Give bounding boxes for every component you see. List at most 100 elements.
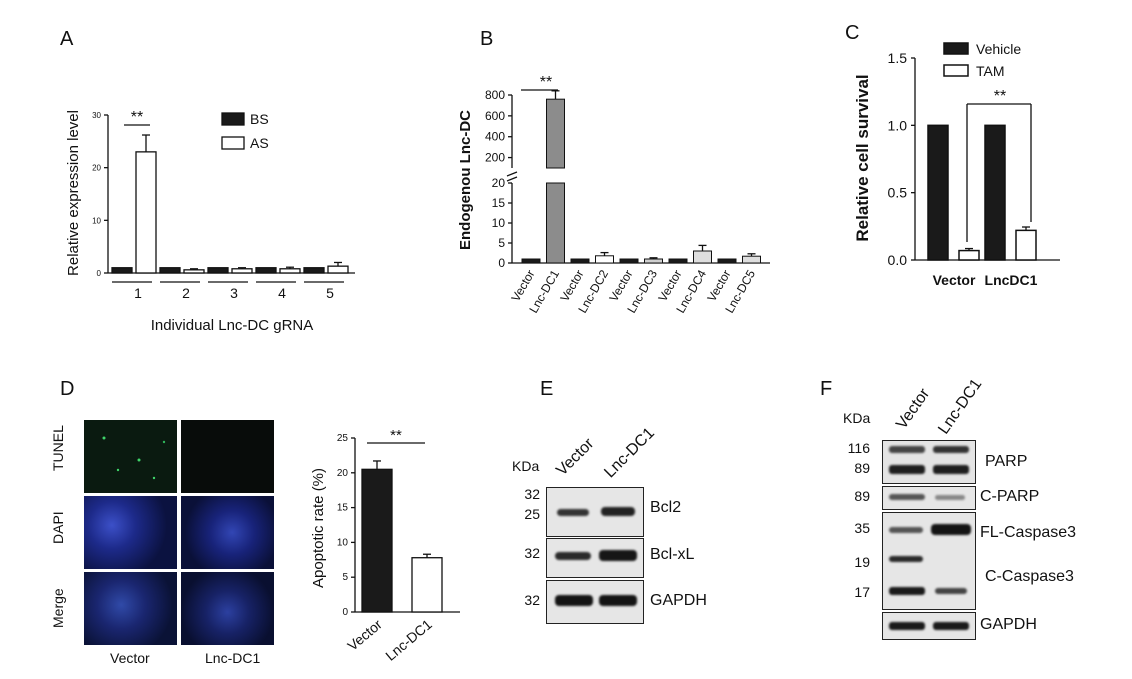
chart-c-legend-swatch [943,64,969,77]
chart-a-y-tick-label: 0 [97,269,102,278]
chart-a-bar [159,267,181,274]
blot-f-band-box-gapdh [882,612,976,640]
chart-b-y-tick-label: 800 [485,88,505,102]
chart-b-axis-break [506,176,518,182]
micrograph-merge-lncdc1 [181,572,274,645]
blot-f-label-parp: PARP [985,453,1028,470]
chart-c-significance-label: ** [994,88,1006,105]
chart-d-y-tick-label: 10 [337,537,349,548]
chart-b-y-tick-label: 200 [485,151,505,165]
chart-a-x-tick-label: 4 [278,285,286,301]
blot-f-label-gapdh: GAPDH [980,616,1037,633]
blot-e-mw: 32 [524,545,540,561]
chart-b-bar [546,182,565,264]
blot-f-mw: 19 [854,554,870,570]
blot-f-band-box-parp [882,440,976,484]
micrograph-dapi-vector [84,496,177,569]
chart-c-bar [958,249,980,261]
chart-b-y-tick-label: 10 [492,216,506,230]
chart-d-y-label: Apoptotic rate (%) [310,468,327,588]
chart-c-legend-label: Vehicle [976,41,1021,57]
chart-c-x-tick-label: Vector [933,272,976,288]
chart-a-bar [303,267,325,274]
chart-b-y-tick-label: 0 [498,256,505,270]
blot-e-mw: 25 [524,506,540,522]
chart-b-bar [644,258,663,264]
chart-a-bar [135,151,157,274]
blot-f-band-box-cparp [882,486,976,510]
chart-b-bar [693,250,712,264]
micrograph-dapi-lncdc1 [181,496,274,569]
panel-letter-a: A [60,28,74,50]
blot-e-mw: 32 [524,486,540,502]
panel-letter-e: E [540,378,554,400]
chart-b-y-tick-label: 600 [485,109,505,123]
chart-c-bar [1015,229,1037,261]
chart-b-bar [546,98,565,169]
chart-b-bar [570,258,590,264]
chart-a-x-label: Individual Lnc-DC gRNA [151,317,314,334]
chart-c-y-tick-label: 1.0 [888,117,908,133]
blot-f-mw: 35 [854,520,870,536]
chart-b-bar [668,258,688,264]
blot-f-label-cparp: C-PARP [980,488,1040,505]
chart-a-legend-label: BS [250,111,269,127]
blot-e-label-bclxl: Bcl-xL [650,546,695,563]
chart-a-bar [111,267,133,274]
blot-f-mw: 89 [854,460,870,476]
chart-a-bar [207,267,229,274]
chart-b-bar [742,255,761,264]
chart-d-y-tick-label: 5 [342,572,348,583]
micrograph-tunel-lncdc1 [181,420,274,493]
micrograph-row-label-tunel: TUNEL [50,425,66,471]
chart-b-y-tick-label: 20 [492,176,506,190]
chart-a-y-label: Relative expression level [65,110,82,276]
micrograph-row-label-dapi: DAPI [50,511,66,544]
chart-a-bar [327,265,349,274]
blot-f-label-fl-caspase3: FL-Caspase3 [980,524,1077,541]
chart-c-y-tick-label: 0.5 [888,185,908,201]
micrograph-col-label-lncdc1: Lnc-DC1 [205,650,261,666]
chart-a-y-tick-label: 30 [92,111,101,120]
chart-b-y-tick-label: 15 [492,196,506,210]
blot-e-mw: 32 [524,592,540,608]
chart-b-bar [717,258,737,264]
chart-b-bar [619,258,639,264]
blot-e-label-gapdh: GAPDH [650,592,707,609]
micrograph-tunel-vector [84,420,177,493]
chart-a-legend-swatch [221,136,245,150]
blot-e-band-box-gapdh [546,580,644,624]
blot-e-label-bcl2: Bcl2 [650,499,682,516]
chart-a-bar [183,269,205,274]
chart-b-axis-break [506,171,518,177]
micrograph-col-label-vector: Vector [110,650,150,666]
chart-a-legend-label: AS [250,135,269,151]
blot-f-kda: KDa [843,410,871,426]
panel-letter-c: C [845,22,860,44]
chart-c-bar [927,124,949,261]
micrograph-merge-vector [84,572,177,645]
chart-a-y-tick-label: 10 [92,216,101,225]
chart-d-x-tick-label: Vector [344,616,385,654]
chart-c-legend-swatch [943,42,969,55]
chart-b-y-tick-label: 5 [498,236,505,250]
chart-d-x-tick-label: Lnc-DC1 [382,616,435,664]
chart-a-bar [231,268,253,274]
blot-e-band-box-bcl2 [546,487,644,537]
chart-d-y-tick-label: 15 [337,503,349,514]
panel-letter-f: F [820,378,833,400]
chart-a-legend-swatch [221,112,245,126]
chart-a-x-tick-label: 3 [230,285,238,301]
blot-f-mw: 116 [847,440,870,456]
panel-letter-b: B [480,28,494,50]
chart-c-y-tick-label: 1.5 [888,50,908,66]
blot-e-kda: KDa [512,458,540,474]
chart-a-significance-label: ** [131,109,143,126]
chart-d-y-tick-label: 20 [337,468,349,479]
blot-f-mw: 17 [854,584,870,600]
chart-c-x-tick-label: LncDC1 [985,272,1038,288]
chart-c-legend-label: TAM [976,63,1005,79]
chart-b-y-tick-label: 400 [485,130,505,144]
chart-b-bar [521,258,541,264]
